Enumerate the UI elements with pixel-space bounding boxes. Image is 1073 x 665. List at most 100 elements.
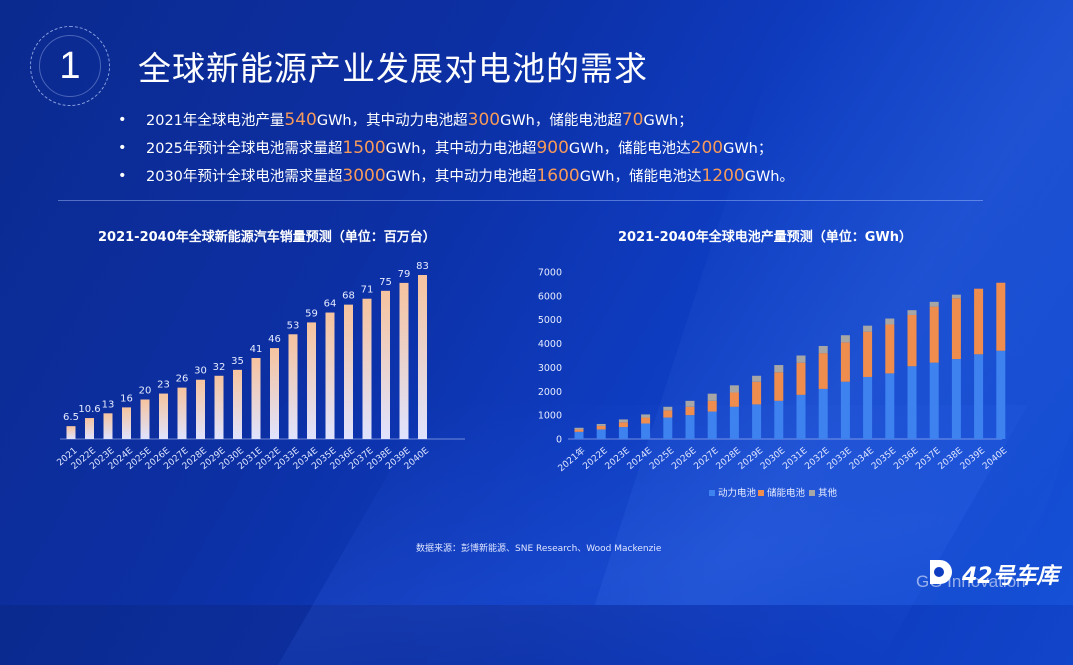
bar-segment: [818, 353, 828, 389]
data-label: 79: [398, 269, 411, 280]
bar-segment: [907, 310, 917, 315]
bar: [418, 275, 427, 439]
bullet-item: • 2030年预计全球电池需求量超3000GWh，其中动力电池超1600GWh，储…: [118, 162, 794, 190]
bar: [307, 322, 316, 439]
data-label: 32: [213, 362, 226, 373]
data-label: 64: [324, 299, 337, 310]
y-tick-label: 7000: [538, 268, 562, 279]
bar: [251, 357, 261, 439]
y-tick-label: 5000: [538, 315, 562, 326]
highlight-value: 1600: [536, 166, 580, 186]
data-label: 30: [194, 366, 207, 377]
bar-segment: [596, 429, 606, 439]
data-label: 6.5: [63, 412, 79, 423]
data-label: 26: [176, 374, 189, 385]
data-label: 35: [231, 356, 244, 367]
y-tick-label: 6000: [538, 291, 562, 302]
bar-segment: [974, 288, 984, 355]
x-tick-label: 2040E: [981, 446, 1010, 472]
bar: [214, 375, 224, 439]
bullet-text: 2030年预计全球电池需求量超: [146, 169, 343, 185]
data-label: 13: [102, 399, 115, 410]
bullet-text: GWh；: [643, 113, 693, 129]
bullet-text: 2021年全球电池产量: [146, 113, 285, 129]
bullet-text: GWh，储能电池超: [500, 113, 622, 129]
data-label: 68: [342, 291, 355, 302]
bar-segment: [641, 417, 651, 424]
bar-segment: [707, 393, 717, 401]
bar: [270, 348, 279, 439]
bullet-item: • 2025年预计全球电池需求量超1500GWh，其中动力电池超900GWh，储能…: [118, 134, 794, 162]
bar-segment: [818, 345, 828, 354]
section-number: 1: [39, 35, 101, 97]
bar-segment: [663, 406, 673, 411]
y-tick-label: 2000: [538, 387, 562, 398]
legend-swatch: [758, 490, 764, 496]
highlight-value: 1500: [342, 138, 386, 158]
bar-segment: [574, 431, 584, 439]
y-tick-label: 4000: [538, 339, 562, 350]
bar: [233, 369, 242, 439]
brand-logo: 42号车库: [918, 556, 1068, 596]
bullet-list: • 2021年全球电池产量540GWh，其中动力电池超300GWh，储能电池超70…: [118, 106, 794, 190]
highlight-value: 900: [536, 138, 569, 158]
bar-segment: [863, 331, 873, 377]
bar: [159, 393, 168, 439]
bar-segment: [996, 350, 1006, 439]
bar-segment: [796, 355, 806, 363]
bar-segment: [729, 392, 739, 407]
bar-segment: [707, 400, 717, 412]
bar-segment: [685, 400, 695, 407]
logo-text: 42号车库: [962, 564, 1059, 589]
bar-segment: [729, 385, 739, 393]
bar-segment: [863, 376, 873, 439]
bullet-text: GWh，其中动力电池超: [316, 113, 468, 129]
highlight-value: 3000: [342, 166, 386, 186]
bullet-text: GWh，储能电池达: [568, 141, 691, 157]
bar: [381, 290, 390, 439]
bullet-text: GWh，其中动力电池超: [385, 169, 537, 185]
bar-segment: [641, 423, 651, 439]
data-label: 41: [250, 344, 263, 355]
bar-segment: [574, 427, 584, 430]
bar-segment: [685, 415, 695, 439]
bar-segment: [840, 381, 850, 439]
bar-segment: [663, 410, 673, 418]
bar: [103, 413, 113, 439]
legend-label: 其他: [818, 487, 838, 499]
legend-label: 储能电池: [767, 487, 806, 499]
bar-segment: [796, 362, 806, 395]
data-label: 75: [379, 277, 392, 288]
bullet-item: • 2021年全球电池产量540GWh，其中动力电池超300GWh，储能电池超70…: [118, 106, 794, 134]
bar-segment: [996, 282, 1006, 351]
highlight-value: 70: [621, 110, 644, 130]
y-tick-label: 1000: [538, 411, 562, 422]
chart-title-battery-output: 2021-2040年全球电池产量预测（单位：GWh）: [618, 230, 913, 245]
bar-segment: [840, 335, 850, 343]
bullet-marker: •: [118, 112, 127, 128]
highlight-value: 300: [467, 110, 501, 130]
bar-segment: [774, 400, 784, 439]
bar: [325, 312, 335, 439]
bar: [288, 334, 298, 439]
bullet-text: GWh；: [723, 141, 773, 157]
bar-segment: [929, 301, 939, 307]
data-label: 16: [120, 393, 133, 404]
legend-swatch: [809, 490, 815, 496]
bullet-marker: •: [118, 168, 127, 184]
data-source-note: 数据来源：彭博新能源、SNE Research、Wood Mackenzie: [416, 544, 662, 554]
bar-segment: [974, 354, 984, 439]
bar: [85, 418, 94, 439]
bar: [196, 379, 205, 439]
x-tick-label: 2021年: [555, 444, 587, 474]
bullet-text: 2025年预计全球电池需求量超: [146, 141, 343, 157]
bar-segment: [907, 314, 917, 367]
legend-label: 动力电池: [718, 487, 757, 499]
bar: [177, 387, 187, 439]
bar-segment: [618, 427, 628, 439]
bar-segment: [641, 414, 651, 418]
bar: [122, 407, 131, 439]
bar-segment: [596, 423, 606, 426]
legend-swatch: [709, 490, 715, 496]
data-label: 53: [287, 320, 300, 331]
